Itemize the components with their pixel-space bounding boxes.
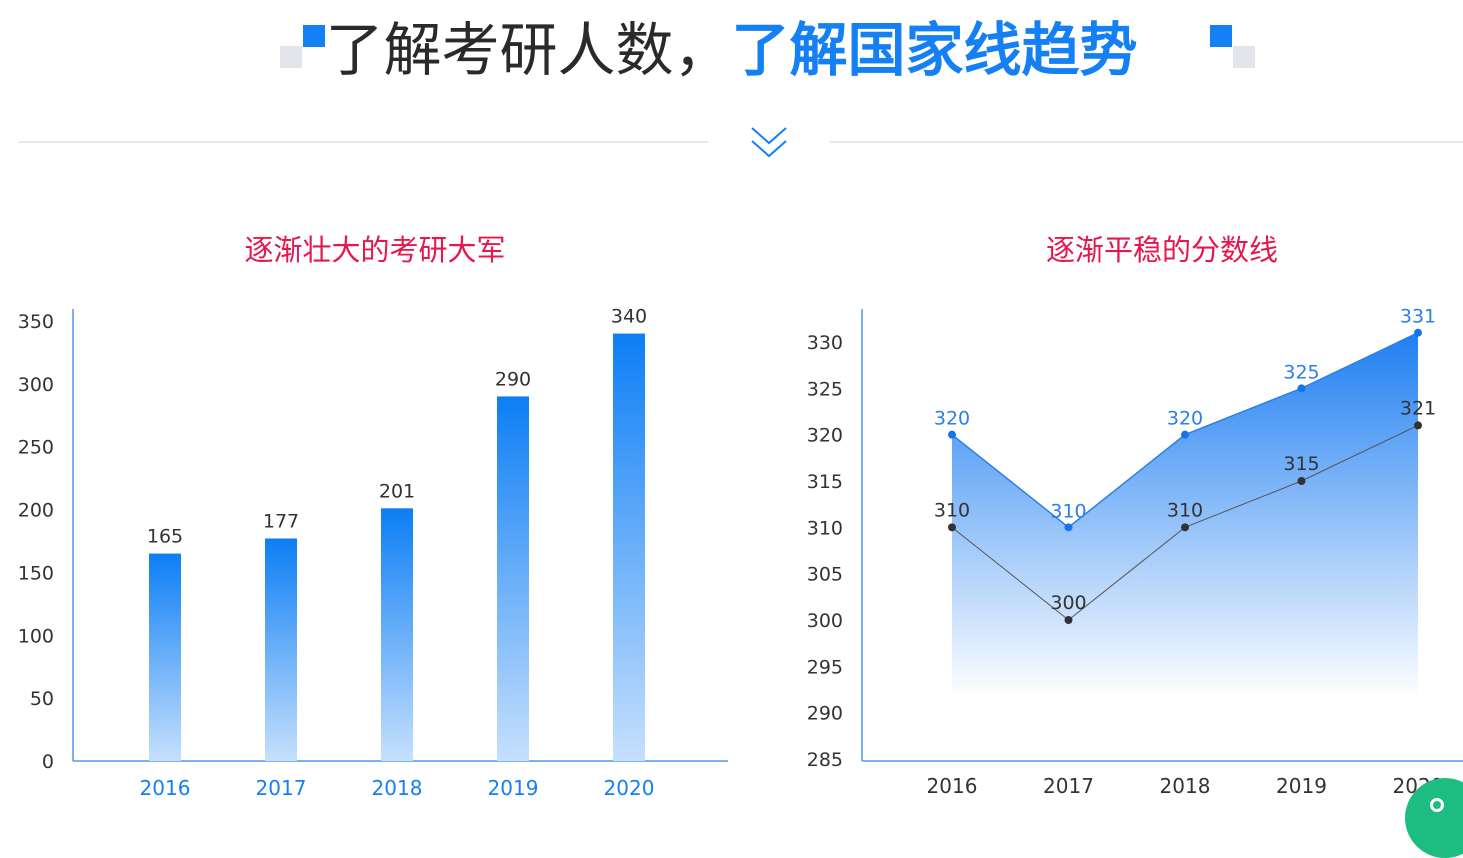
- series-1-value-label: 310: [1050, 500, 1086, 522]
- line-chart: 285 290 295 300 305 310 315 320 325 330 320 310 320 3…: [807, 306, 1463, 798]
- bar-y-tick-label: 0: [42, 751, 54, 773]
- bar-value-label: 177: [263, 510, 299, 532]
- chat-icon: [1430, 798, 1444, 812]
- line-x-tick-label: 2017: [1043, 774, 1094, 798]
- series-1-point: [1297, 384, 1306, 393]
- series-2-point: [1181, 523, 1189, 532]
- bar-x-tick-label: 2016: [140, 776, 191, 800]
- hero-title-part1: 了解考研人数，: [325, 16, 732, 84]
- line-y-tick-label: 325: [807, 378, 843, 400]
- line-x-tick-label: 2018: [1160, 774, 1211, 798]
- bar-x-tick-label: 2018: [372, 776, 423, 800]
- decor-square-right-blue: [1210, 25, 1232, 47]
- double-chevron-down-icon: [751, 127, 787, 158]
- line-chart-title: 逐渐平稳的分数线: [1045, 233, 1278, 267]
- series-2-point: [948, 523, 956, 532]
- series-2-value-label: 321: [1400, 397, 1436, 419]
- line-y-tick-label: 330: [807, 332, 843, 354]
- bar-2016: [149, 553, 181, 761]
- series-2-value-label: 310: [1167, 499, 1203, 521]
- bar-y-tick-label: 150: [18, 562, 54, 584]
- decor-square-left-light: [280, 46, 302, 68]
- line-y-tick-label: 285: [807, 749, 843, 771]
- series-1-point: [1414, 328, 1422, 337]
- bar-y-tick-label: 300: [18, 374, 54, 396]
- decor-square-right-light: [1233, 46, 1255, 68]
- line-y-tick-label: 305: [807, 564, 843, 586]
- bar-2018: [381, 508, 413, 761]
- bar-y-tick-label: 250: [18, 437, 54, 459]
- line-y-tick-label: 310: [807, 517, 843, 539]
- series-1-area: [952, 332, 1418, 699]
- bar-value-label: 201: [379, 480, 415, 502]
- bar-2017: [265, 538, 297, 761]
- series-2-point: [1297, 477, 1306, 485]
- line-y-tick-label: 295: [807, 656, 843, 678]
- bar-value-label: 290: [495, 368, 531, 390]
- line-y-tick-label: 300: [807, 610, 843, 632]
- series-2-point: [1414, 421, 1422, 430]
- bar-y-tick-label: 200: [18, 500, 54, 522]
- hero-title: 了解考研人数，了解国家线趋势: [0, 10, 1463, 90]
- bar-x-tick-label: 2019: [488, 776, 539, 800]
- bar-y-tick-label: 50: [30, 688, 54, 710]
- series-1-point: [948, 430, 956, 439]
- decor-square-left-blue: [303, 25, 325, 47]
- bar-chart-title: 逐渐壮大的考研大军: [244, 233, 506, 267]
- line-y-tick-label: 315: [807, 471, 843, 493]
- divider-right: [830, 141, 1463, 143]
- hero-title-part2: 了解国家线趋势: [731, 16, 1138, 84]
- line-x-tick-label: 2019: [1276, 774, 1327, 798]
- series-2-value-label: 300: [1050, 592, 1086, 614]
- series-1-point: [1064, 523, 1073, 532]
- series-1-point: [1181, 430, 1189, 439]
- bar-y-tick-label: 350: [18, 311, 54, 333]
- series-1-value-label: 325: [1283, 361, 1319, 383]
- divider-left: [18, 141, 708, 143]
- line-y-tick-label: 320: [807, 425, 843, 447]
- bar-value-label: 340: [611, 306, 647, 328]
- bar-value-label: 165: [147, 526, 183, 548]
- bar-y-tick-label: 100: [18, 625, 54, 647]
- bar-chart: 0 50 100 150 200 250 300 350 165 2016 177 2017 201 20…: [18, 306, 728, 800]
- bar-2019: [497, 396, 529, 761]
- bar-x-tick-label: 2020: [604, 776, 655, 800]
- line-y-tick-label: 290: [807, 703, 843, 725]
- series-1-value-label: 320: [934, 408, 970, 430]
- series-1-value-label: 320: [1167, 408, 1203, 430]
- line-x-tick-label: 2016: [927, 774, 978, 798]
- series-2-point: [1064, 616, 1073, 624]
- series-2-value-label: 315: [1283, 453, 1319, 475]
- bar-x-tick-label: 2017: [256, 776, 307, 800]
- series-2-value-label: 310: [934, 499, 970, 521]
- series-1-value-label: 331: [1400, 306, 1436, 328]
- bar-2020: [613, 333, 645, 761]
